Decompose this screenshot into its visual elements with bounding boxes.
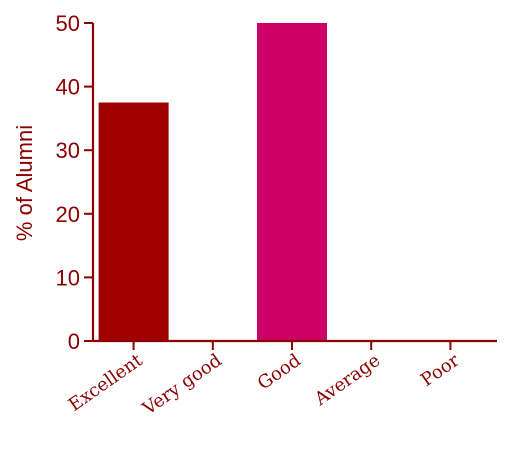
bar-good [257, 23, 327, 341]
x-tick-label: Poor [417, 350, 463, 391]
y-tick-label: 30 [56, 138, 80, 163]
y-tick-label: 20 [56, 202, 80, 227]
y-axis-title: % of Alumni [12, 125, 37, 241]
x-tick-label: Good [254, 350, 305, 394]
bars [98, 23, 327, 341]
y-axis: 0 10 20 30 40 50 [56, 11, 95, 354]
y-tick-label: 0 [68, 329, 80, 354]
x-tick-label: Average [310, 350, 384, 411]
x-tick-label: Very good [138, 350, 226, 420]
y-tick-label: 50 [56, 11, 80, 36]
bar-excellent [98, 102, 169, 341]
y-tick-label: 10 [56, 265, 80, 290]
x-tick-label: Excellent [65, 349, 147, 415]
y-tick-label: 40 [56, 75, 80, 100]
